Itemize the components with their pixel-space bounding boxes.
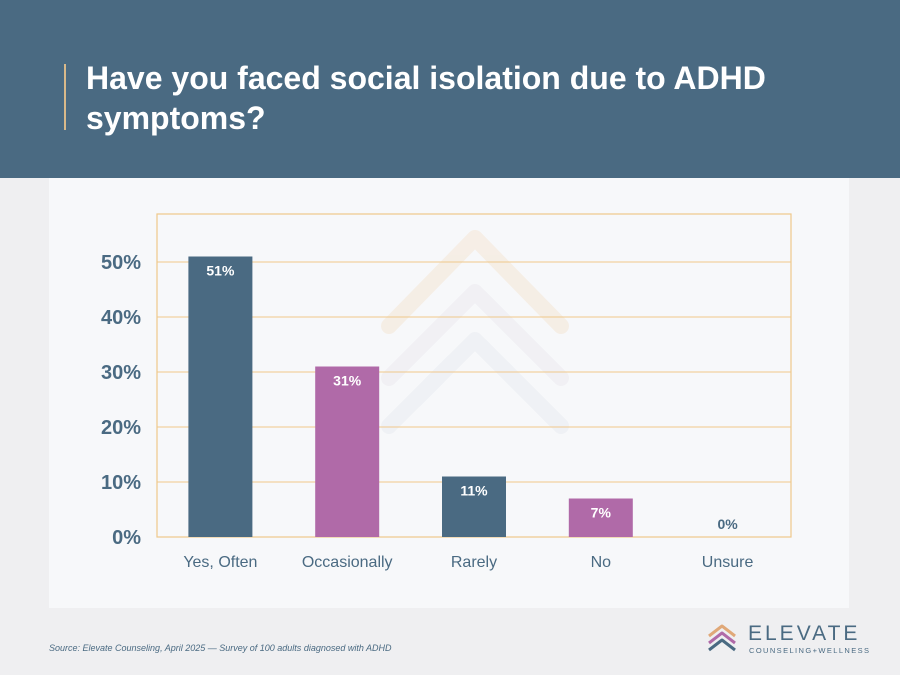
source-note: Source: Elevate Counseling, April 2025 —… (49, 643, 392, 653)
header-banner: Have you faced social isolation due to A… (0, 0, 900, 178)
elevate-logo: ELEVATE COUNSELING+WELLNESS (706, 622, 869, 656)
y-tick-label: 40% (101, 307, 141, 329)
elevate-chevrons-icon (708, 624, 736, 652)
y-tick-label: 0% (112, 527, 141, 549)
bar-chart: 51% 31% 11% 7% 0% 0% 10% 20% 30% 40% 50% Yes, Ofte… (101, 213, 792, 571)
data-label: 11% (460, 483, 488, 499)
x-tick-label: Yes, Often (183, 554, 257, 571)
bar (442, 476, 506, 537)
x-tick-label: Rarely (451, 554, 497, 571)
bar (188, 256, 253, 537)
data-label: 7% (591, 505, 612, 521)
chart-panel: 51% 31% 11% 7% 0% 0% 10% 20% 30% 40% 50% Yes, Ofte… (49, 178, 849, 608)
y-tick-label: 50% (101, 252, 141, 274)
y-tick-label: 10% (101, 472, 141, 494)
logo-name: ELEVATE (748, 622, 861, 645)
watermark-chevrons-icon (381, 230, 569, 434)
x-tick-label: Unsure (702, 554, 754, 571)
logo-tagline: COUNSELING+WELLNESS (749, 646, 871, 655)
x-tick-label: Occasionally (302, 554, 393, 571)
data-label: 51% (206, 263, 235, 279)
bar (315, 366, 380, 537)
y-tick-label: 30% (101, 362, 141, 384)
data-label: 0% (717, 516, 738, 532)
bar (568, 498, 633, 537)
y-tick-label: 20% (101, 417, 141, 439)
page-title: Have you faced social isolation due to A… (86, 60, 766, 136)
title-accent-line (64, 64, 66, 130)
x-tick-label: No (591, 554, 612, 571)
data-label: 31% (333, 373, 362, 389)
